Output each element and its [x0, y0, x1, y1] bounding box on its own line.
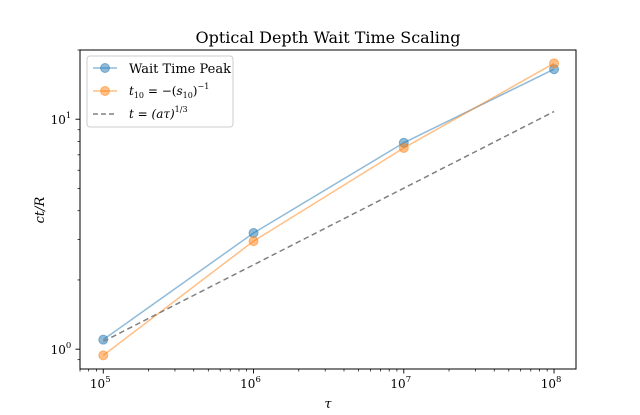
plot-frame: [79, 49, 577, 370]
legend-entry-peak: Wait Time Peak: [93, 62, 231, 77]
legend-marker-peak: [100, 63, 110, 73]
legend-label-fit: t = (aτ)1/3: [129, 105, 188, 121]
series-line-1: [102, 62, 555, 356]
y-axis: 100 101: [51, 49, 80, 361]
x-tick-label: 108: [541, 375, 562, 391]
y-tick-label: 101: [51, 111, 72, 127]
chart-title: Optical Depth Wait Time Scaling: [196, 28, 461, 47]
x-axis-label: τ: [324, 397, 332, 412]
legend-box: [86, 55, 234, 128]
y-axis-label: ct/R: [33, 196, 48, 223]
data-point-series-1: [248, 236, 259, 247]
plot-area: 105 106 107 108 100 101: [51, 49, 577, 391]
data-point-series-1: [98, 350, 109, 361]
x-tick-label: 106: [240, 375, 261, 391]
legend-entry-t10: t10 = −(s10)−1: [93, 82, 209, 100]
x-axis: 105 106 107 108: [79, 369, 562, 391]
data-point-series-1: [398, 142, 409, 153]
x-tick-label: 107: [390, 375, 411, 391]
data-point-series-1: [549, 58, 560, 69]
y-tick-label: 100: [51, 341, 72, 357]
legend-label-peak: Wait Time Peak: [129, 62, 231, 77]
series-layer: [98, 58, 560, 361]
legend: Wait Time Peak t10 = −(s10)−1 t = (aτ)1/…: [86, 55, 234, 128]
legend-label-t10: t10 = −(s10)−1: [129, 82, 209, 100]
series-line-2: [102, 110, 555, 343]
legend-entry-fit: t = (aτ)1/3: [93, 105, 188, 121]
legend-marker-t10: [100, 86, 110, 96]
x-tick-label: 105: [90, 375, 111, 391]
